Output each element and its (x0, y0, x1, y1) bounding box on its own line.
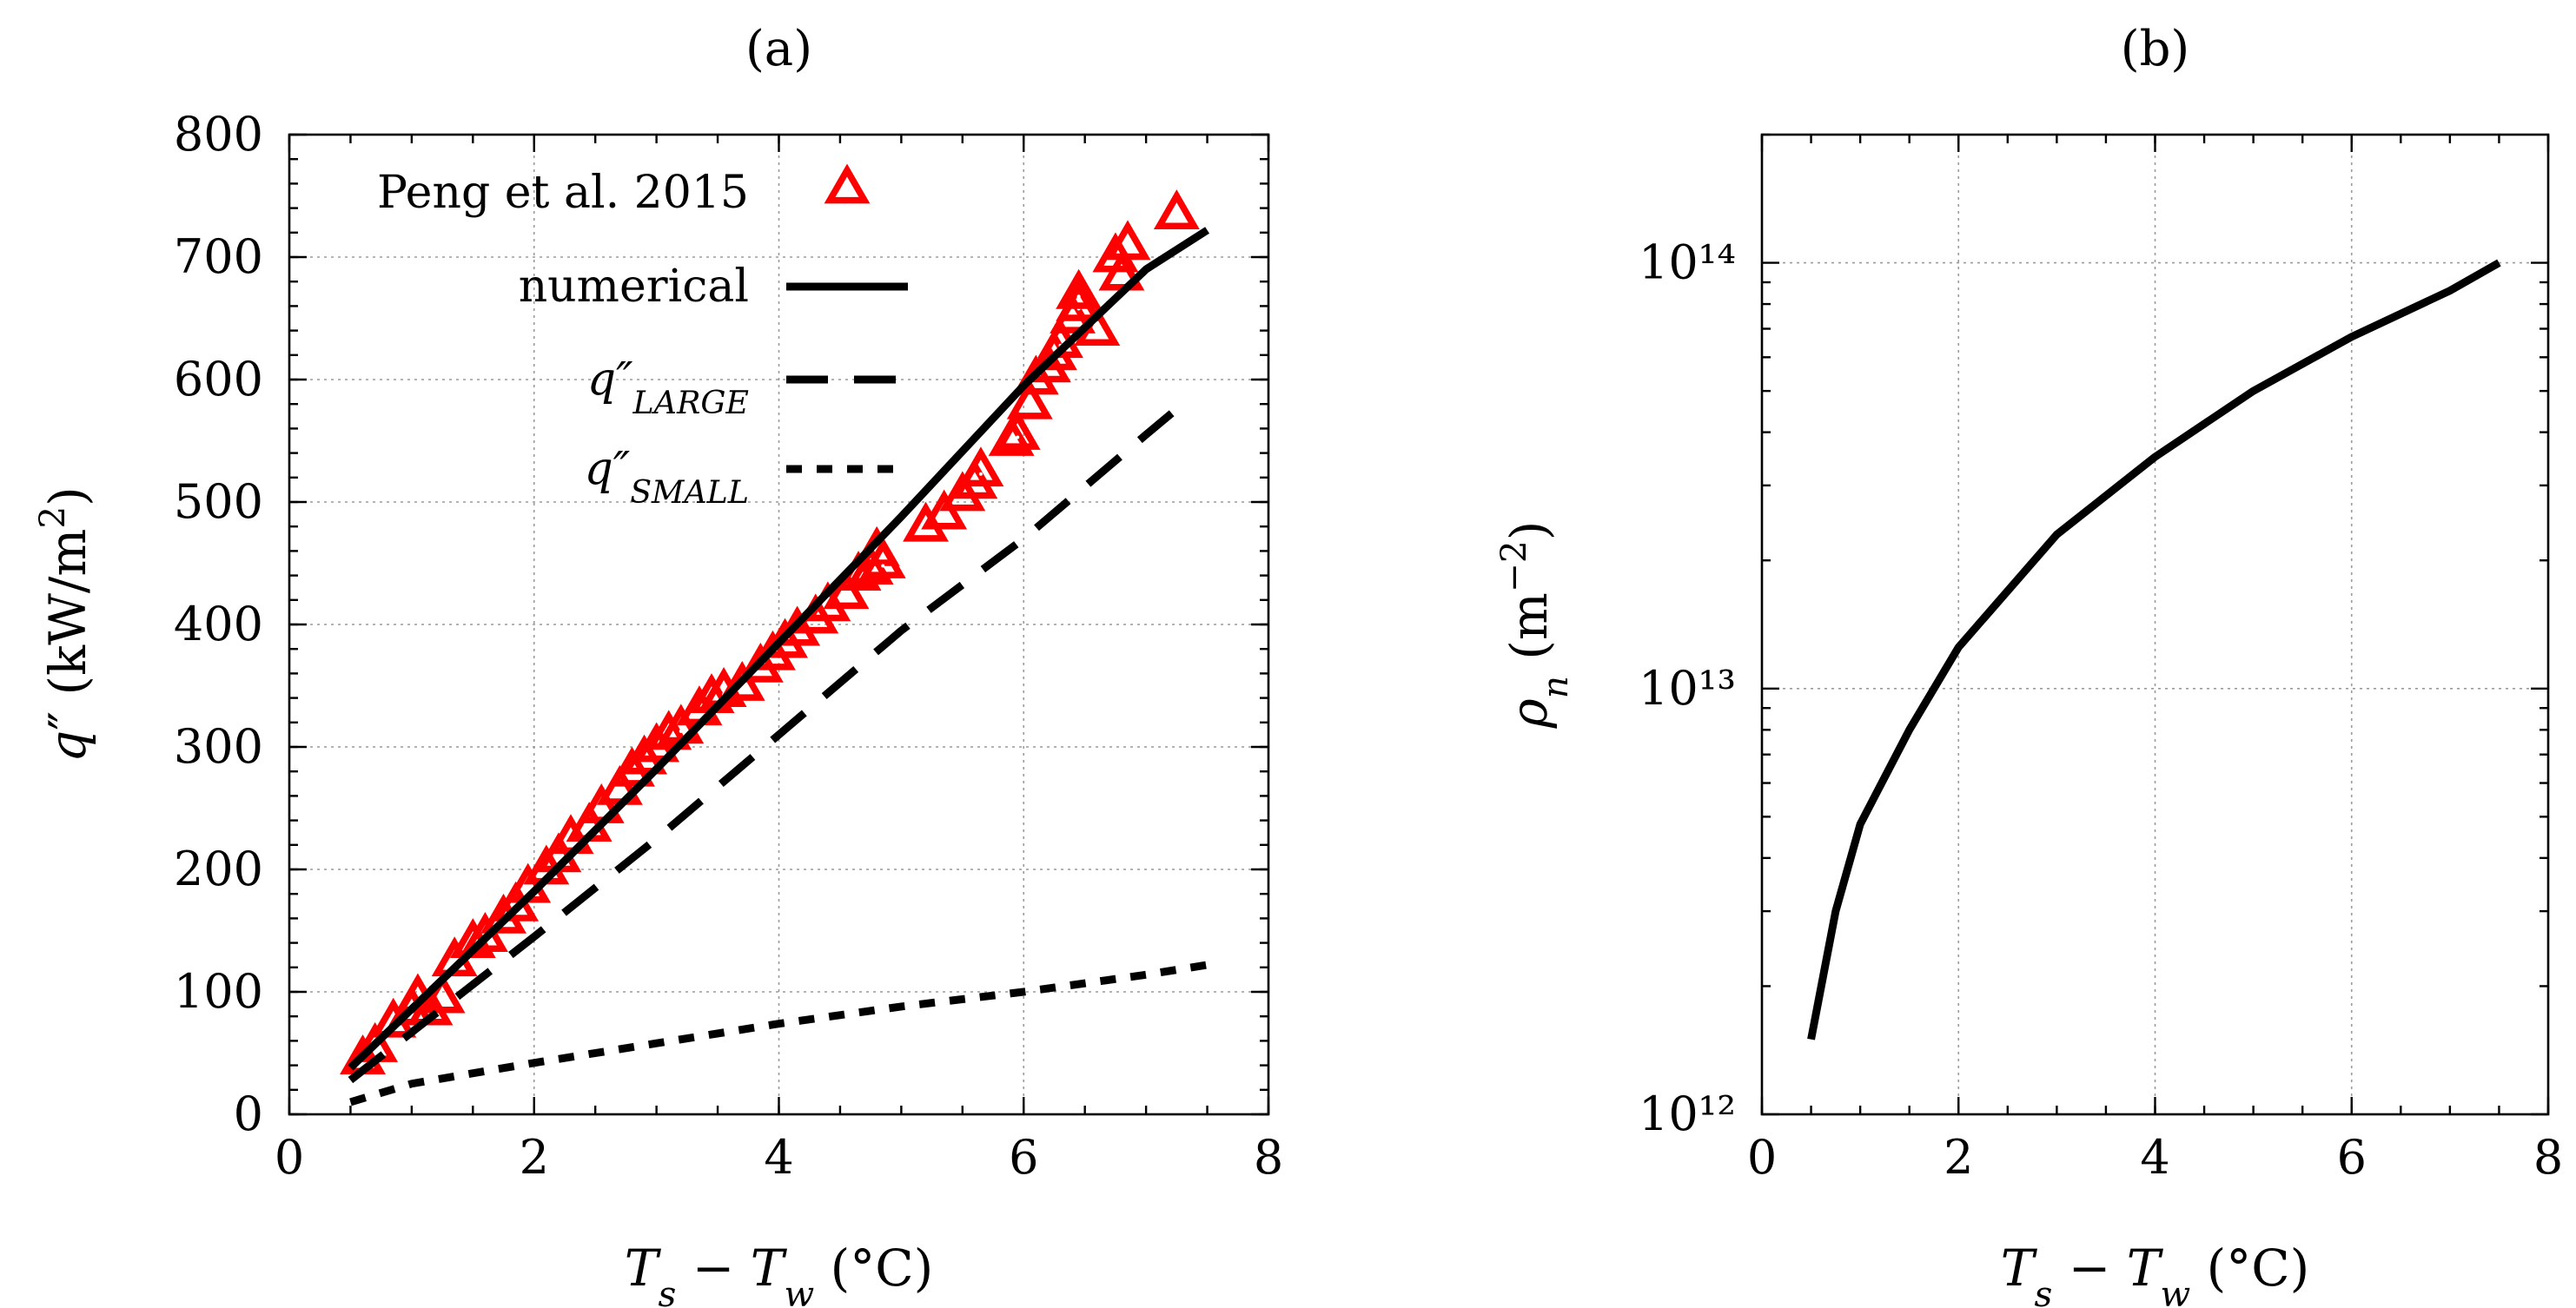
data-point-marker (859, 538, 906, 578)
panel-b-title: (b) (2121, 21, 2190, 77)
numerical-curve (348, 227, 1209, 1071)
x-tick-label: 4 (2140, 1130, 2169, 1185)
data-point-marker (1153, 189, 1200, 230)
x-tick-label: 8 (2533, 1130, 2563, 1185)
y-tick-label: 600 (174, 352, 263, 406)
data-point-marker-center (844, 594, 848, 598)
data-point-marker (1104, 220, 1151, 261)
x-tick-label: 6 (1009, 1130, 1038, 1185)
data-point-marker-center (679, 729, 683, 733)
legend-label: Peng et al. 2015 (377, 167, 749, 219)
y-tick-label: 10¹² (1639, 1087, 1736, 1141)
panel-b-series (1807, 259, 2501, 1040)
rho-n-curve (1807, 259, 2501, 1040)
y-tick-label: 10¹⁴ (1639, 235, 1736, 290)
panel-a-grid (289, 135, 1268, 1114)
panel-a-x-axis-label: Ts − Tw (°C) (625, 1239, 934, 1308)
data-point-marker-center (599, 809, 604, 813)
data-point-marker-center (440, 999, 445, 1003)
q-large-curve (348, 400, 1186, 1084)
data-point-marker (419, 973, 466, 1014)
x-tick-label: 2 (1944, 1130, 1973, 1185)
panel-b-ticks: 0 2 4 6 8 10¹² 10¹³ 10¹⁴ (1639, 133, 2563, 1185)
y-tick-label: 200 (174, 842, 263, 896)
y-tick-label: 800 (174, 107, 263, 162)
q-small-curve (349, 961, 1209, 1107)
data-point-marker (646, 710, 692, 750)
legend-marker (824, 163, 871, 204)
peng-2015-markers (340, 189, 1200, 1074)
data-point-marker (957, 446, 1004, 487)
y-tick-label: 400 (174, 597, 263, 651)
x-tick-label: 0 (275, 1130, 304, 1185)
panel-b-grid (1762, 135, 2548, 1114)
x-tick-label: 6 (2337, 1130, 2367, 1185)
data-point-marker-center (740, 686, 745, 690)
data-point-marker-center (942, 515, 946, 519)
data-point-marker-center (618, 790, 622, 795)
data-point-marker (1006, 379, 1053, 419)
data-point-marker-center (1028, 405, 1032, 409)
data-point-marker-center (1095, 331, 1099, 335)
data-point-marker-center (1175, 215, 1179, 219)
data-point-marker-center (978, 472, 983, 476)
data-point-marker (823, 569, 870, 610)
y-tick-label: 10¹³ (1639, 661, 1736, 716)
data-point-marker-center (1125, 245, 1129, 249)
data-point-marker-center (1119, 276, 1123, 281)
panel-b: 0 2 4 6 8 10¹² 10¹³ 10¹⁴ (b) Ts − Tw (°C) ρn (m… (1493, 21, 2563, 1308)
panel-a: 0 2 4 6 8 0 100 200 300 400 500 600 700 800 (a) Ts − … (31, 21, 1283, 1308)
panel-a-title: (a) (745, 21, 812, 77)
data-point-marker (718, 660, 765, 701)
data-point-marker-center (1076, 294, 1081, 299)
x-tick-label: 4 (764, 1130, 793, 1185)
y-tick-label: 300 (174, 719, 263, 774)
data-point-marker (847, 545, 894, 585)
x-tick-label: 2 (520, 1130, 549, 1185)
x-tick-label: 0 (1747, 1130, 1777, 1185)
data-point-marker (1056, 268, 1103, 309)
panel-a-series (340, 189, 1209, 1107)
legend-label: q″LARGE (587, 353, 749, 421)
y-tick-label: 700 (174, 229, 263, 284)
data-point-marker (921, 489, 968, 530)
y-tick-label: 0 (234, 1087, 263, 1141)
y-tick-label: 100 (174, 964, 263, 1019)
panel-a-ticks: 0 2 4 6 8 0 100 200 300 400 500 600 700 800 (174, 107, 1283, 1185)
data-point-marker-center (881, 564, 885, 568)
legend-label: q″SMALL (584, 443, 749, 511)
legend-label: numerical (519, 261, 749, 313)
legend-marker-center (845, 189, 849, 193)
y-tick-label: 500 (174, 474, 263, 529)
x-tick-label: 8 (1254, 1130, 1283, 1185)
panel-a-legend: Peng et al. 2015 numerical q″LARGE q″SMALL (377, 163, 908, 511)
panel-b-x-axis-label: Ts − Tw (°C) (2001, 1239, 2310, 1308)
panel-a-y-axis-label: q″ (kW/m2) (31, 486, 97, 763)
data-point-marker-center (1016, 435, 1020, 439)
panel-b-y-axis-label: ρn (m−2) (1493, 521, 1576, 730)
data-point-marker (994, 409, 1041, 450)
